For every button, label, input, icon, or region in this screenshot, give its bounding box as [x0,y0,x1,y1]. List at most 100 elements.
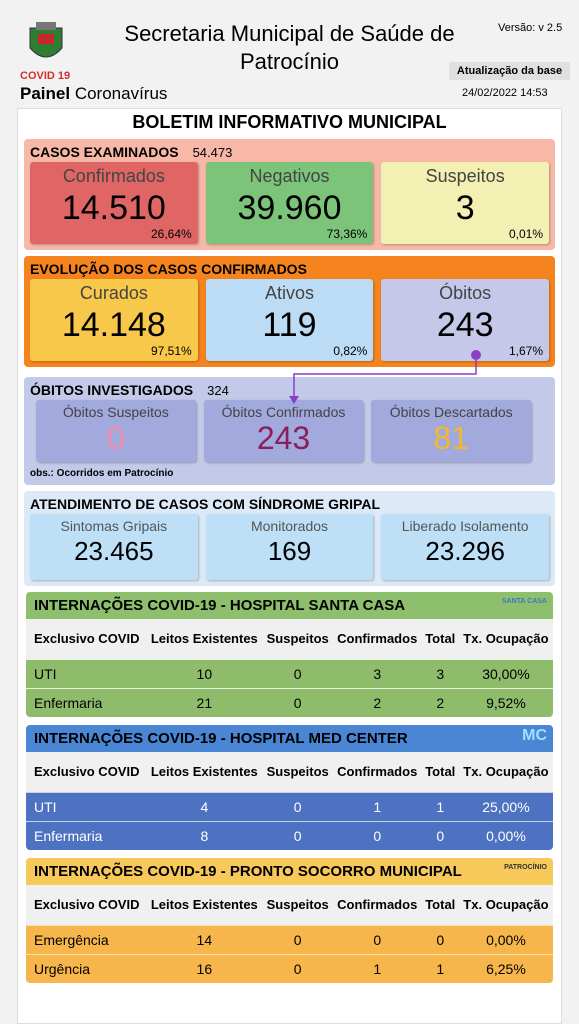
column-header: Total [421,752,459,792]
bulletin-title: BOLETIM INFORMATIVO MUNICIPAL [132,112,447,132]
card: Óbitos Confirmados 243 [203,400,364,462]
table-cell: 1 [332,953,422,983]
section: ATENDIMENTO DE CASOS COM SÍNDROME GRIPAL… [24,491,555,586]
column-header: Total [421,885,459,925]
card-label: Confirmados [62,166,165,186]
table-cell: 14 [146,924,263,954]
table-logo: MC [522,727,547,744]
header-row: Exclusivo COVID Leitos Existentes Suspeito… [26,752,553,792]
table-cell: Emergência [26,924,147,954]
card: Confirmados 14.510 26,64% [30,162,198,244]
table-title: INTERNAÇÕES COVID-19 - HOSPITAL MED CENT… [26,725,553,752]
card-value: 23.465 [74,536,154,566]
table-cell: 1 [421,791,459,821]
bulletin: BOLETIM INFORMATIVO MUNICIPAL CASOS EXAM… [17,108,562,1024]
table-cell: 0 [421,924,459,954]
section-total: 324 [207,383,229,398]
logo-crest [29,22,63,58]
card: Liberado Isolamento 23.296 [381,514,550,580]
card-percent: 26,64% [150,227,192,241]
table-cell: 0 [262,687,333,717]
card-value: 0 [106,420,125,456]
card-value: 119 [262,306,317,344]
column-header: Suspeitos [262,752,333,792]
column-header: Exclusivo COVID [26,885,147,925]
cards: Sintomas Gripais 23.465 Monitorados 169 Libe… [30,514,550,580]
card-label: Negativos [249,166,330,186]
table-cell: 9,52% [458,687,553,717]
table-logo: SANTA CASA [501,598,547,605]
table-cell: 8 [146,820,263,850]
table-cell: 0 [262,953,333,983]
column-header: Confirmados [332,752,422,792]
section-title-text: CASOS EXAMINADOS [30,144,179,160]
table-row: Enfermaria 21 0 2 2 9,52% [26,687,553,717]
card: Curados 14.148 97,51% [30,279,198,361]
update-date: 24/02/2022 14:53 [462,87,548,99]
section: EVOLUÇÃO DOS CASOS CONFIRMADOS Curados 14.… [24,256,555,367]
cards: Óbitos Suspeitos 0 Óbitos Confirmados 243 Ób… [30,400,549,462]
column-header: Leitos Existentes [146,619,263,659]
header-title: Secretaria Municipal de Saúde de Patrocí… [124,21,455,74]
panel-bold: Painel [20,84,71,103]
card-value: 14.510 [61,189,166,227]
column-header: Tx. Ocupação [458,752,553,792]
table-cell: 0,00% [458,924,553,954]
table-cell: 0 [262,820,333,850]
table-cell: 16 [146,953,263,983]
table-cell: 30,00% [458,658,553,688]
hospital-table: INTERNAÇÕES COVID-19 - HOSPITAL SANTA CA… [26,592,553,717]
table-cell: 0 [421,820,459,850]
card-label: Óbitos [439,283,492,303]
table-title: INTERNAÇÕES COVID-19 - PRONTO SOCORRO MU… [26,858,553,885]
card-value: 3 [455,189,475,227]
card-percent: 0,01% [508,227,544,241]
card-label: Ativos [264,283,315,303]
section-title: EVOLUÇÃO DOS CASOS CONFIRMADOS [30,259,549,279]
card-label: Sintomas Gripais [60,518,168,534]
section-title-text: ÓBITOS INVESTIGADOS [30,382,194,398]
table-cell: 10 [146,658,263,688]
card: Óbitos Descartados 81 [371,400,532,462]
table-cell: 6,25% [458,953,553,983]
card-value: 243 [436,306,494,344]
table-cell: 21 [146,687,263,717]
column-header: Exclusivo COVID [26,752,147,792]
table-row: UTI 4 0 1 1 25,00% [26,791,553,821]
section-title: CASOS EXAMINADOS 54.473 [30,142,549,162]
table-cell: Urgência [26,953,147,983]
table-cell: 4 [146,791,263,821]
column-header: Confirmados [332,619,422,659]
card-value: 243 [256,420,311,456]
table-cell: 0 [262,924,333,954]
card-label: Liberado Isolamento [401,518,529,534]
table-cell: 1 [332,791,422,821]
card-label: Curados [79,283,148,303]
card-label: Óbitos Descartados [389,404,513,420]
section-note: obs.: Ocorridos em Patrocínio [30,468,174,479]
table-title: INTERNAÇÕES COVID-19 - HOSPITAL SANTA CA… [26,592,553,619]
hospital-table: INTERNAÇÕES COVID-19 - PRONTO SOCORRO MU… [26,858,553,983]
card-value: 169 [267,536,312,566]
panel-rest: Coronavírus [74,84,168,103]
card-label: Suspeitos [425,166,505,186]
table-cell: 2 [332,687,422,717]
card-percent: 73,36% [326,227,368,241]
update-label: Atualização da base [449,62,570,80]
column-header: Total [421,619,459,659]
column-header: Exclusivo COVID [26,619,147,659]
section-title: ATENDIMENTO DE CASOS COM SÍNDROME GRIPAL [30,494,549,514]
section-title-text: EVOLUÇÃO DOS CASOS CONFIRMADOS [30,261,307,277]
table-cell: 0 [332,820,422,850]
table-cell: 3 [421,658,459,688]
covid-label: COVID 19 [20,70,71,82]
card-value: 39.960 [237,189,342,227]
card: Ativos 119 0,82% [205,279,374,361]
card-percent: 1,67% [508,344,544,358]
table-cell: Enfermaria [26,820,147,850]
card: Monitorados 169 [205,514,374,580]
card: Óbitos Suspeitos 0 [36,400,196,462]
cards: Curados 14.148 97,51% Ativos 119 0,82% Óbitos 2… [30,279,550,361]
table-row: Emergência 14 0 0 0 0,00% [26,924,553,954]
